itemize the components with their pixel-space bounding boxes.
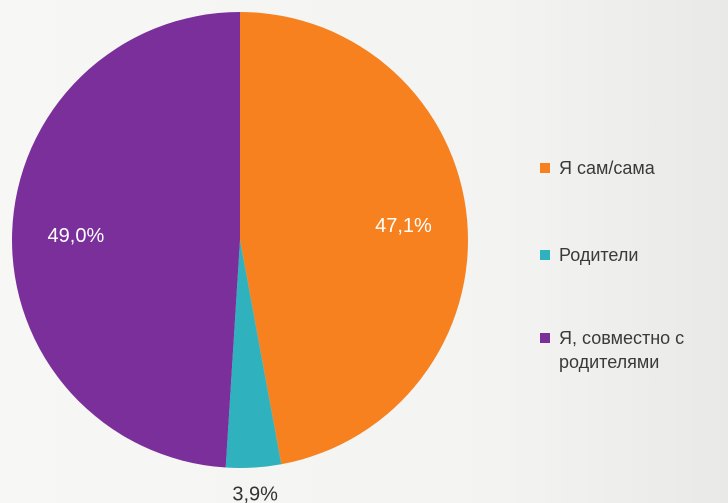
legend-item-self: Я сам/сама — [540, 156, 655, 180]
data-label-self: 47,1% — [375, 215, 432, 237]
data-label-together: 49,0% — [48, 225, 105, 247]
pie-slice-parents — [225, 240, 282, 468]
legend-label-parents: Родители — [559, 245, 639, 265]
legend-item-parents: Родители — [540, 243, 638, 267]
legend-label-self: Я сам/сама — [559, 158, 655, 178]
pie-slice-together — [12, 12, 241, 468]
data-label-parents: 3,9% — [232, 484, 278, 503]
pie-slice-self — [240, 12, 468, 465]
legend-swatch-self — [540, 163, 550, 173]
legend-swatch-parents — [540, 250, 550, 260]
legend-swatch-together — [540, 333, 550, 343]
legend-item-together: Я, совместно с родителями — [540, 326, 684, 374]
legend-label-together: Я, совместно с родителями — [559, 328, 685, 372]
